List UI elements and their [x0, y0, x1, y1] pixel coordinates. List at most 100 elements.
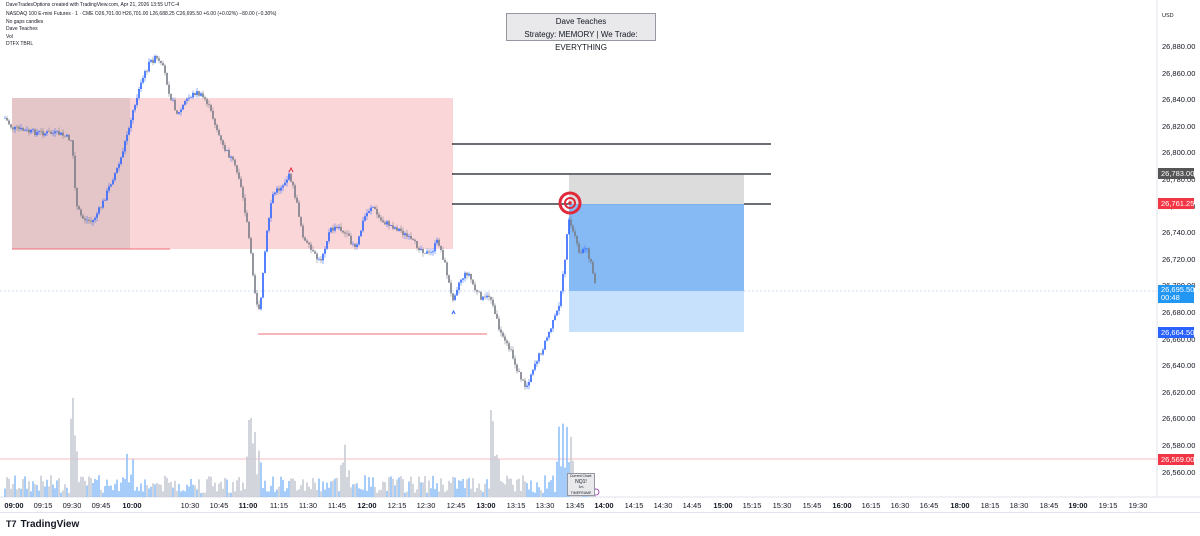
candle [410, 236, 412, 239]
candle [412, 238, 414, 240]
candle [454, 295, 456, 301]
candle [456, 289, 458, 296]
candle [526, 385, 528, 387]
position-target-zone[interactable] [569, 175, 744, 205]
position-stop-zone-light[interactable] [569, 291, 744, 332]
candles[interactable] [4, 54, 596, 390]
price-tick-label: 26,860.00 [1162, 68, 1196, 78]
candle [236, 165, 238, 173]
tradingview-logo[interactable]: T7 TradingView [6, 519, 79, 530]
volume-bar [124, 478, 126, 497]
candle [376, 208, 378, 215]
indicator-dtfx[interactable]: DTFX TBRL [6, 41, 34, 47]
volume-bar [490, 410, 492, 497]
candle [430, 252, 432, 253]
volume-bar [230, 492, 232, 497]
volume-bar [420, 482, 422, 497]
volume-bar [62, 490, 64, 497]
candle [320, 258, 322, 261]
candle [128, 128, 130, 135]
volume-bar [534, 492, 536, 497]
candle [586, 248, 588, 249]
volume-bar [462, 479, 464, 497]
candle [144, 71, 146, 78]
volume-bar [196, 489, 198, 497]
volume-bar [558, 426, 560, 497]
candle [170, 93, 172, 100]
candle [112, 180, 114, 185]
candle [208, 104, 210, 106]
volume-bar [554, 491, 556, 497]
volume-bar [290, 478, 292, 497]
volume-bar [380, 489, 382, 497]
volume-bar [464, 488, 466, 497]
candle [518, 371, 520, 373]
candle [486, 295, 488, 298]
time-tick-label: 18:00 [950, 501, 970, 510]
candle [74, 155, 76, 188]
strategy-annotation[interactable]: Dave Teaches Strategy: MEMORY | We Trade… [506, 13, 656, 52]
candle [372, 207, 374, 208]
volume-bar [214, 482, 216, 497]
volume-bar [492, 421, 494, 497]
volume-bar [316, 489, 318, 497]
volume-bar [562, 423, 564, 497]
volume-bar [132, 459, 134, 497]
chart-legend: NASDAQ 100 E-mini Futures · 1 · CME O26,… [6, 11, 276, 49]
candle [122, 151, 124, 158]
candle [70, 140, 72, 141]
volume-bar [218, 483, 220, 497]
candle [116, 167, 118, 174]
candle [228, 150, 230, 158]
indicator-dave-teaches[interactable]: Dave Teaches [6, 26, 38, 32]
candle [394, 227, 396, 229]
volume-bar [428, 480, 430, 497]
candle [492, 299, 494, 306]
volume-bar [308, 486, 310, 497]
candle [186, 98, 188, 101]
candle [528, 381, 530, 386]
volume-bar [250, 417, 252, 497]
candle [30, 129, 32, 133]
volume-bar [288, 481, 290, 497]
volume-bar [538, 487, 540, 497]
candle [346, 233, 348, 235]
price-chart[interactable] [0, 0, 1200, 512]
candle [440, 245, 442, 251]
candle [354, 243, 356, 248]
candle [390, 225, 392, 226]
volume-bar [564, 467, 566, 497]
candle [384, 222, 386, 225]
volume-bar [344, 444, 346, 497]
volume-bar [388, 477, 390, 497]
candle [304, 237, 306, 241]
candle [284, 182, 286, 186]
candle [22, 128, 24, 131]
position-stop-zone[interactable] [569, 204, 744, 291]
indicator-volume[interactable]: Vol [6, 33, 13, 40]
candle [554, 315, 556, 320]
candle [106, 190, 108, 201]
candle [206, 99, 208, 105]
candle [220, 135, 222, 141]
candle [50, 131, 52, 134]
volume-bar [156, 482, 158, 497]
volume-bar [50, 475, 52, 497]
volume-bar [502, 482, 504, 497]
currency-label[interactable]: USD [1162, 13, 1174, 19]
last-price-badge: 26,695.50 00:48 [1158, 285, 1194, 303]
indicator-no-gaps[interactable]: No gaps candles [6, 18, 44, 25]
target-icon[interactable] [558, 191, 582, 215]
symbol-line[interactable]: NASDAQ 100 E-mini Futures · 1 · CME O26,… [6, 11, 277, 17]
volume-bar [262, 488, 264, 497]
volume-bar [350, 487, 352, 497]
volume-bar [98, 475, 100, 497]
candle [324, 248, 326, 254]
candle [398, 228, 400, 231]
candle [468, 273, 470, 276]
volume-bar [292, 478, 294, 497]
volume-bar [518, 478, 520, 497]
candle [380, 217, 382, 221]
candle [198, 91, 200, 96]
candle [260, 297, 262, 310]
